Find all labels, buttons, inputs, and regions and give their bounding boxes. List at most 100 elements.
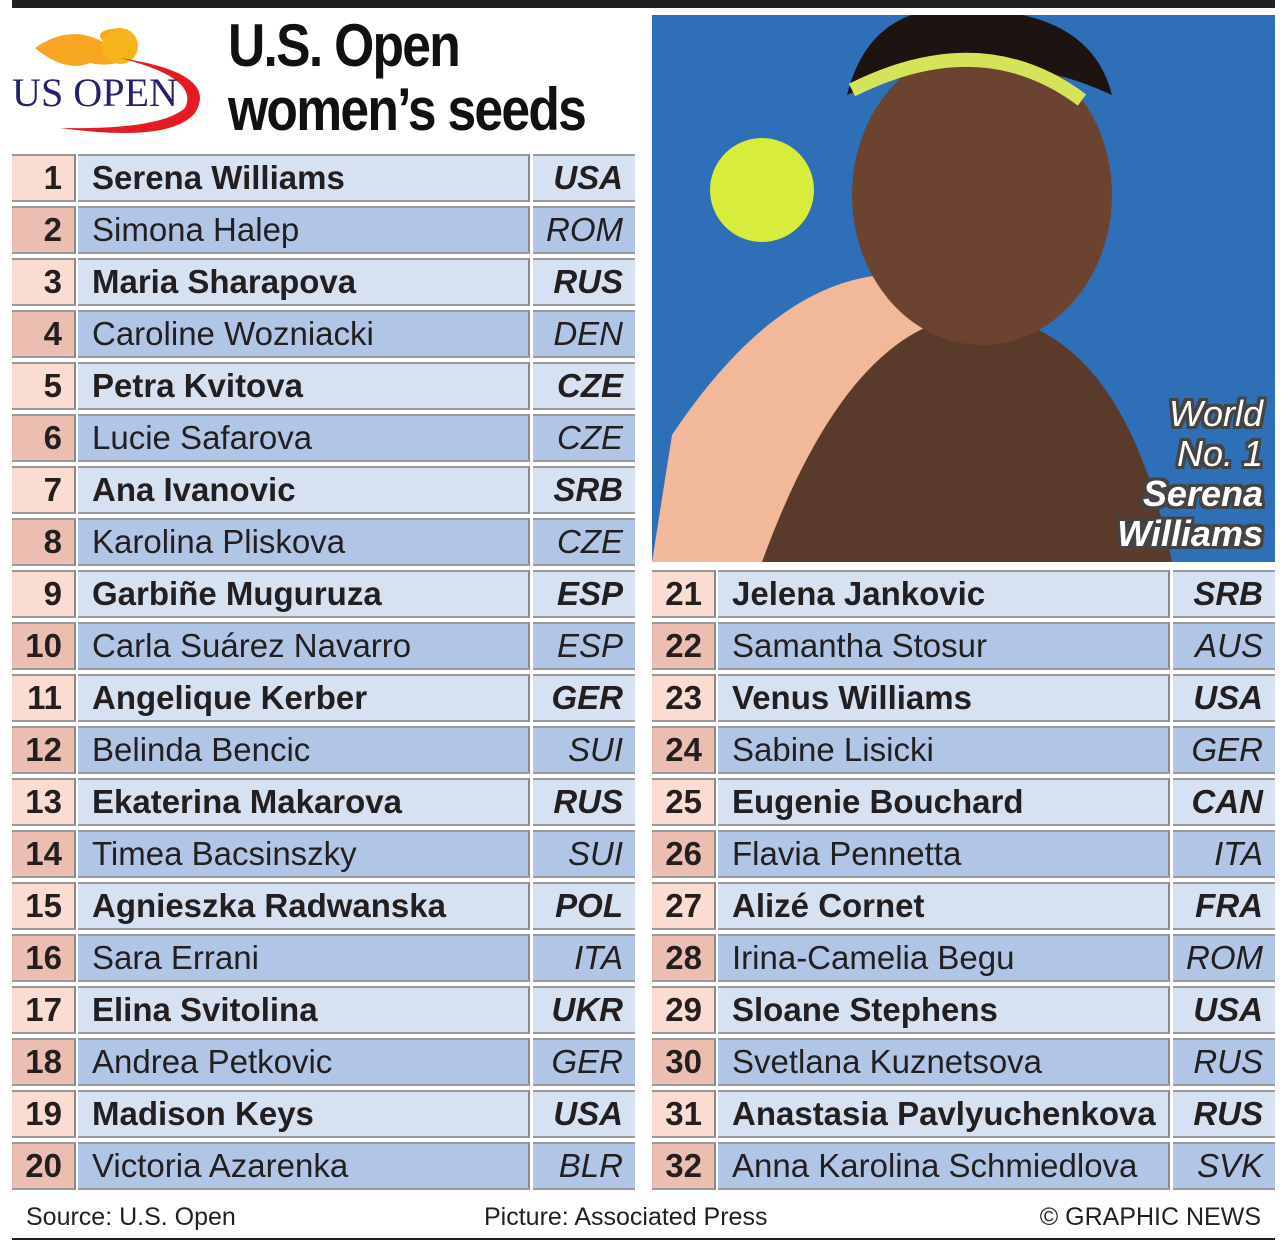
table-row: 5 Petra Kvitova CZE xyxy=(12,360,635,412)
country-code: SUI xyxy=(533,726,635,774)
title-line-2: women’s seeds xyxy=(228,76,587,143)
country-code: ESP xyxy=(533,622,635,670)
table-row: 7 Ana Ivanovic SRB xyxy=(12,464,635,516)
table-row: 24 Sabine Lisicki GER xyxy=(652,724,1275,776)
country-code: ITA xyxy=(533,934,635,982)
player-name: Eugenie Bouchard xyxy=(718,778,1170,826)
table-row: 22 Samantha Stosur AUS xyxy=(652,620,1275,672)
seed-number: 15 xyxy=(12,882,76,930)
player-name: Serena Williams xyxy=(78,154,530,202)
country-code: GER xyxy=(533,674,635,722)
player-name: Ekaterina Makarova xyxy=(78,778,530,826)
caption-line: No. 1 xyxy=(1176,433,1263,474)
table-row: 21 Jelena Jankovic SRB xyxy=(652,568,1275,620)
player-name: Maria Sharapova xyxy=(78,258,530,306)
country-code: BLR xyxy=(533,1142,635,1190)
player-name: Irina-Camelia Begu xyxy=(718,934,1170,982)
table-row: 10 Carla Suárez Navarro ESP xyxy=(12,620,635,672)
player-name: Anastasia Pavlyuchenkova xyxy=(718,1090,1170,1138)
player-name: Belinda Bencic xyxy=(78,726,530,774)
seed-number: 7 xyxy=(12,466,76,514)
player-name: Agnieszka Radwanska xyxy=(78,882,530,930)
photo-caption: World No. 1 Serena Williams xyxy=(1117,394,1263,554)
player-name: Sara Errani xyxy=(78,934,530,982)
table-row: 26 Flavia Pennetta ITA xyxy=(652,828,1275,880)
country-code: UKR xyxy=(533,986,635,1034)
table-row: 32 Anna Karolina Schmiedlova SVK xyxy=(652,1140,1275,1192)
country-code: ITA xyxy=(1173,830,1275,878)
country-code: RUS xyxy=(1173,1038,1275,1086)
top-rule xyxy=(12,0,1275,8)
seed-number: 29 xyxy=(652,986,716,1034)
country-code: RUS xyxy=(1173,1090,1275,1138)
bottom-rule xyxy=(12,1238,1275,1240)
seed-number: 10 xyxy=(12,622,76,670)
player-name: Garbiñe Muguruza xyxy=(78,570,530,618)
player-name: Alizé Cornet xyxy=(718,882,1170,930)
table-row: 29 Sloane Stephens USA xyxy=(652,984,1275,1036)
player-name: Sloane Stephens xyxy=(718,986,1170,1034)
player-name: Ana Ivanovic xyxy=(78,466,530,514)
player-name: Carla Suárez Navarro xyxy=(78,622,530,670)
seeds-table-right: 21 Jelena Jankovic SRB 22 Samantha Stosur AUS… xyxy=(652,568,1275,1194)
seed-number: 5 xyxy=(12,362,76,410)
table-row: 6 Lucie Safarova CZE xyxy=(12,412,635,464)
country-code: DEN xyxy=(533,310,635,358)
table-row: 18 Andrea Petkovic GER xyxy=(12,1036,635,1088)
table-row: 11 Angelique Kerber GER xyxy=(12,672,635,724)
country-code: CZE xyxy=(533,518,635,566)
country-code: RUS xyxy=(533,778,635,826)
player-name: Venus Williams xyxy=(718,674,1170,722)
player-name: Angelique Kerber xyxy=(78,674,530,722)
table-row: 8 Karolina Pliskova CZE xyxy=(12,516,635,568)
page-title: U.S. Open women’s seeds xyxy=(228,12,587,143)
caption-line: Williams xyxy=(1117,513,1263,554)
seed-number: 3 xyxy=(12,258,76,306)
player-name: Simona Halep xyxy=(78,206,530,254)
seed-number: 22 xyxy=(652,622,716,670)
seed-number: 30 xyxy=(652,1038,716,1086)
picture-credit: Picture: Associated Press xyxy=(484,1203,768,1231)
country-code: CAN xyxy=(1173,778,1275,826)
player-name: Madison Keys xyxy=(78,1090,530,1138)
seed-number: 6 xyxy=(12,414,76,462)
seed-number: 8 xyxy=(12,518,76,566)
table-row: 30 Svetlana Kuznetsova RUS xyxy=(652,1036,1275,1088)
table-row: 2 Simona Halep ROM xyxy=(12,204,635,256)
player-name: Karolina Pliskova xyxy=(78,518,530,566)
seed-number: 4 xyxy=(12,310,76,358)
player-name: Svetlana Kuznetsova xyxy=(718,1038,1170,1086)
table-row: 9 Garbiñe Muguruza ESP xyxy=(12,568,635,620)
table-row: 23 Venus Williams USA xyxy=(652,672,1275,724)
table-row: 31 Anastasia Pavlyuchenkova RUS xyxy=(652,1088,1275,1140)
copyright: © GRAPHIC NEWS xyxy=(1039,1203,1261,1231)
seed-number: 27 xyxy=(652,882,716,930)
player-name: Victoria Azarenka xyxy=(78,1142,530,1190)
seed-number: 32 xyxy=(652,1142,716,1190)
country-code: USA xyxy=(1173,986,1275,1034)
seed-number: 2 xyxy=(12,206,76,254)
seed-number: 26 xyxy=(652,830,716,878)
photo-serena-williams: World No. 1 Serena Williams xyxy=(652,15,1275,562)
table-row: 27 Alizé Cornet FRA xyxy=(652,880,1275,932)
table-row: 13 Ekaterina Makarova RUS xyxy=(12,776,635,828)
country-code: CZE xyxy=(533,414,635,462)
player-name: Petra Kvitova xyxy=(78,362,530,410)
player-name: Caroline Wozniacki xyxy=(78,310,530,358)
seed-number: 17 xyxy=(12,986,76,1034)
table-row: 15 Agnieszka Radwanska POL xyxy=(12,880,635,932)
table-row: 17 Elina Svitolina UKR xyxy=(12,984,635,1036)
seed-number: 18 xyxy=(12,1038,76,1086)
seed-number: 23 xyxy=(652,674,716,722)
table-row: 14 Timea Bacsinszky SUI xyxy=(12,828,635,880)
country-code: SVK xyxy=(1173,1142,1275,1190)
seeds-table-left: 1 Serena Williams USA 2 Simona Halep ROM 3 Mari… xyxy=(12,152,635,1194)
country-code: SRB xyxy=(533,466,635,514)
table-row: 19 Madison Keys USA xyxy=(12,1088,635,1140)
seed-number: 12 xyxy=(12,726,76,774)
caption-line: World xyxy=(1168,393,1263,434)
seed-number: 19 xyxy=(12,1090,76,1138)
source-credit: Source: U.S. Open xyxy=(26,1203,236,1231)
seed-number: 14 xyxy=(12,830,76,878)
title-line-1: U.S. Open xyxy=(228,12,461,79)
